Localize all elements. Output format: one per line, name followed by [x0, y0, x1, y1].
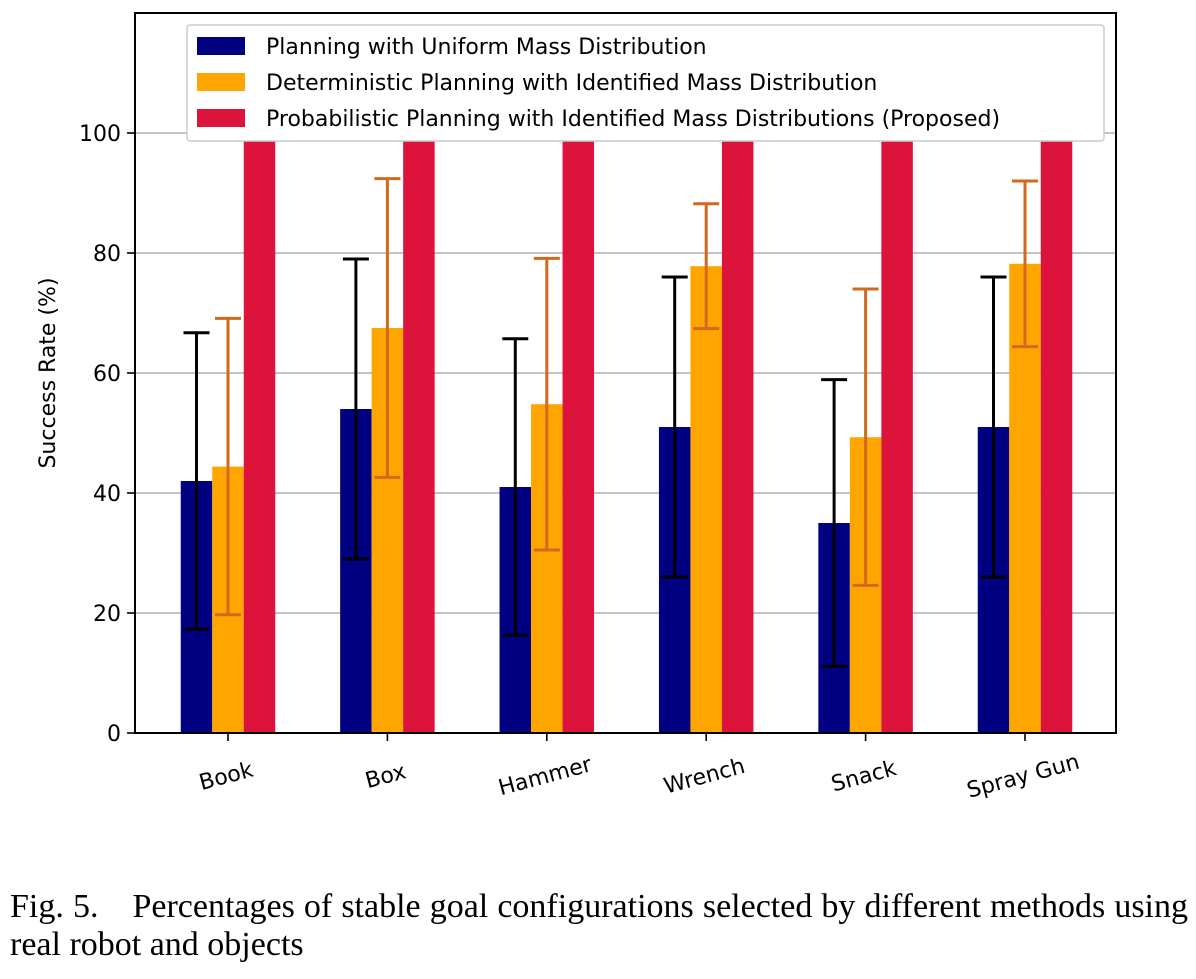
figure-number: Fig. 5.	[10, 888, 99, 925]
error-bar	[502, 337, 529, 637]
y-tick-label: 60	[93, 362, 121, 387]
y-axis-ticks: 0 20 40 60 80 100	[79, 122, 135, 747]
error-bar	[533, 256, 560, 552]
error-bar	[1012, 179, 1038, 349]
legend: Planning with Uniform Mass Distribution D…	[186, 24, 1105, 142]
legend-frame	[186, 24, 1105, 142]
x-tick-label: Book	[197, 757, 257, 795]
legend-label: Probabilistic Planning with Identified M…	[266, 107, 1000, 132]
error-bars	[183, 131, 1070, 668]
figure-caption: Fig. 5. Percentages of stable goal config…	[10, 888, 1188, 964]
grid-lines	[135, 132, 1116, 614]
error-bar	[852, 287, 879, 587]
error-bar	[693, 202, 720, 331]
error-bar	[342, 257, 369, 561]
x-tick-label: Hammer	[496, 752, 596, 801]
bar	[403, 133, 435, 733]
error-bar	[183, 331, 210, 631]
bars	[180, 133, 1073, 733]
bar	[690, 266, 722, 733]
x-tick-label: Box	[363, 759, 409, 794]
legend-swatch	[197, 73, 245, 91]
bar	[243, 133, 276, 733]
bar	[721, 133, 754, 733]
error-bar	[821, 378, 848, 668]
legend-swatch	[197, 37, 245, 55]
error-bar	[980, 275, 1007, 579]
y-tick-label: 100	[79, 122, 121, 147]
x-tick-label: Spray Gun	[964, 750, 1082, 804]
error-bar	[661, 275, 688, 579]
legend-entries: Planning with Uniform Mass Distribution D…	[197, 35, 1000, 132]
x-tick-label: Wrench	[661, 754, 747, 800]
y-axis-label: Success Rate (%)	[36, 277, 61, 468]
caption-text: Percentages of stable goal configuration…	[10, 888, 1189, 963]
error-bar	[374, 177, 401, 479]
x-tick-label: Snack	[829, 756, 900, 797]
x-axis-ticks: Book Box Hammer Wrench Snack Spray Gun	[197, 733, 1082, 804]
y-tick-label: 40	[93, 482, 121, 507]
bar	[562, 133, 595, 733]
y-tick-label: 0	[107, 722, 121, 747]
y-tick-label: 80	[93, 242, 121, 267]
legend-label: Planning with Uniform Mass Distribution	[266, 35, 707, 60]
legend-swatch	[197, 109, 245, 127]
bar	[1040, 133, 1073, 733]
y-tick-label: 20	[93, 602, 121, 627]
bar-chart: 0 20 40 60 80 100 Book Box Hammer Wrench Snack Spr…	[36, 12, 1117, 804]
legend-label: Deterministic Planning with Identified M…	[266, 71, 877, 96]
bar	[881, 133, 913, 733]
error-bar	[215, 316, 241, 617]
